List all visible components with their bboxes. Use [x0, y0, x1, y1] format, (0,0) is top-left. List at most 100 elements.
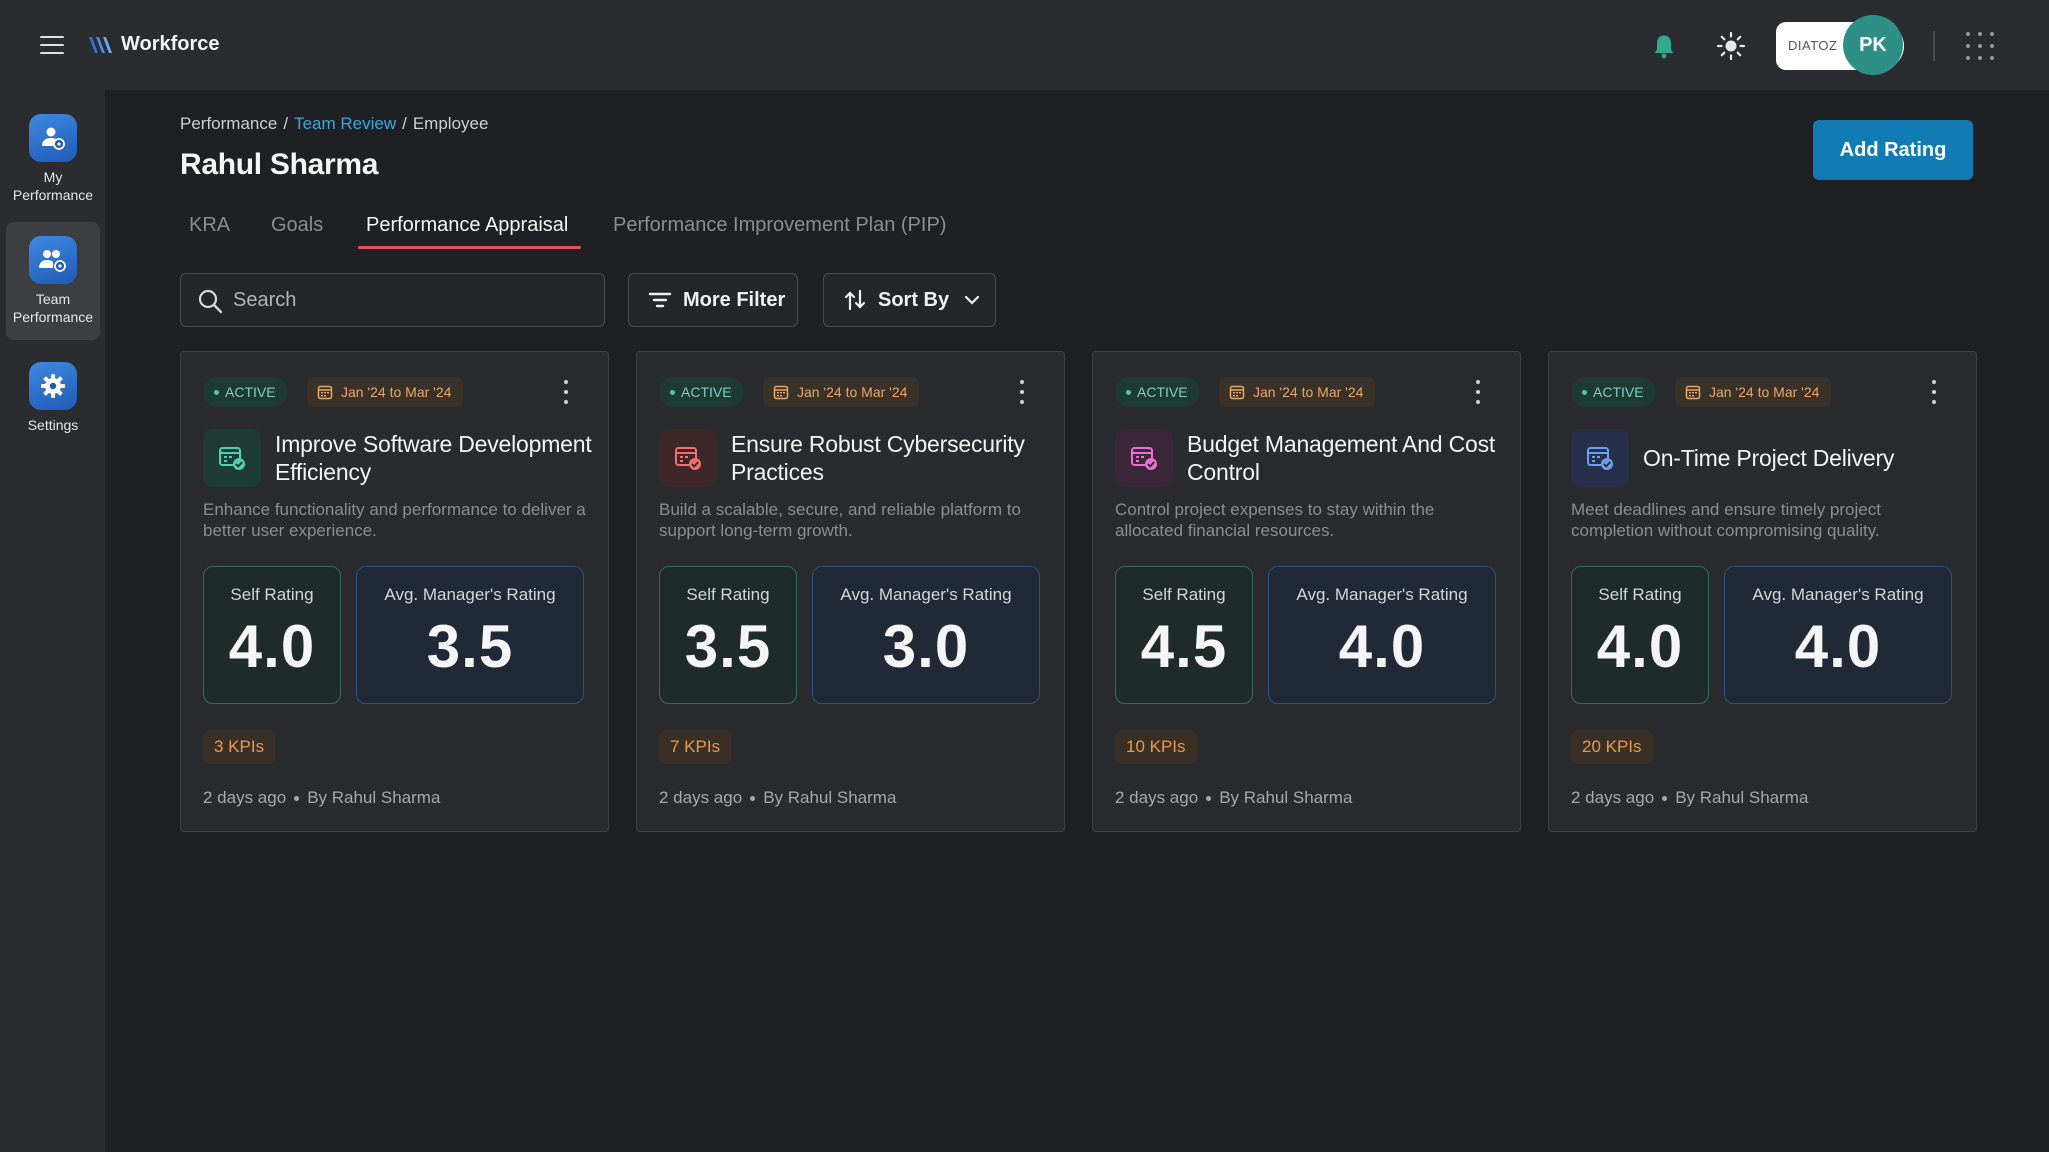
tab-kra[interactable]: KRA: [189, 214, 231, 236]
org-label: DIATOZ: [1788, 38, 1838, 53]
manager-rating-label: Avg. Manager's Rating: [384, 585, 556, 604]
goal-title[interactable]: Improve Software Development Efficiency: [275, 431, 592, 485]
self-rating-label: Self Rating: [230, 585, 314, 604]
breadcrumb-separator: /: [402, 114, 407, 133]
self-rating-label: Self Rating: [1142, 585, 1226, 604]
appraisal-card[interactable]: ACTIVE Jan '24 to Mar '24 Budget Managem…: [1092, 351, 1521, 832]
author: By Rahul Sharma: [763, 788, 897, 807]
meta-separator-dot: [294, 795, 300, 801]
updated-time: 2 days ago: [1115, 788, 1199, 807]
chevron-down-icon: [965, 295, 980, 305]
filter-icon: [648, 292, 672, 308]
hamburger-menu-icon[interactable]: [40, 36, 64, 54]
more-filter-label: More Filter: [683, 288, 786, 311]
self-rating-value: 4.5: [1140, 613, 1228, 680]
more-filter-button[interactable]: More Filter: [628, 273, 798, 327]
kpi-count-badge[interactable]: 10 KPIs: [1115, 730, 1197, 764]
more-options-icon[interactable]: [1474, 380, 1482, 404]
card-meta: 2 days ago By Rahul Sharma: [659, 788, 896, 808]
goal-description: Build a scalable, secure, and reliable p…: [659, 500, 1021, 540]
author: By Rahul Sharma: [307, 788, 441, 807]
more-options-icon[interactable]: [1930, 380, 1938, 404]
search-icon: [198, 289, 223, 314]
breadcrumb-team-review[interactable]: Team Review: [294, 114, 397, 133]
period-badge: Jan '24 to Mar '24: [307, 377, 464, 407]
manager-rating-box: Avg. Manager's Rating 3.0: [812, 566, 1040, 704]
self-rating-label: Self Rating: [1598, 585, 1682, 604]
status-badge: ACTIVE: [1115, 377, 1200, 407]
calendar-icon: [1685, 385, 1701, 400]
updated-time: 2 days ago: [659, 788, 743, 807]
sort-by-label: Sort By: [878, 288, 950, 311]
goal-title[interactable]: Ensure Robust Cybersecurity Practices: [731, 431, 1025, 485]
status-badge: ACTIVE: [203, 377, 288, 407]
self-rating-box: Self Rating 3.5: [659, 566, 797, 704]
apps-grid-icon[interactable]: [1966, 32, 1994, 60]
theme-toggle-sun-icon[interactable]: [1716, 31, 1746, 61]
breadcrumb-performance[interactable]: Performance: [180, 114, 278, 133]
self-rating-value: 4.0: [1596, 613, 1684, 680]
tab-goals[interactable]: Goals: [271, 214, 324, 236]
appraisal-card[interactable]: ACTIVE Jan '24 to Mar '24 Improve Softwa…: [180, 351, 609, 832]
app-name: Workforce: [121, 33, 220, 55]
more-options-icon[interactable]: [562, 380, 570, 404]
goal-description: Control project expenses to stay within …: [1115, 500, 1435, 540]
updated-time: 2 days ago: [1571, 788, 1655, 807]
kpi-count-badge[interactable]: 7 KPIs: [659, 730, 732, 764]
goal-icon: [203, 429, 261, 487]
meta-separator-dot: [1206, 795, 1212, 801]
updated-time: 2 days ago: [203, 788, 287, 807]
self-rating-value: 4.0: [228, 613, 316, 680]
author: By Rahul Sharma: [1219, 788, 1353, 807]
status-badge: ACTIVE: [659, 377, 744, 407]
manager-rating-box: Avg. Manager's Rating 4.0: [1268, 566, 1496, 704]
calendar-icon: [317, 385, 333, 400]
self-rating-label: Self Rating: [686, 585, 770, 604]
appraisal-card[interactable]: ACTIVE Jan '24 to Mar '24 Ensure Robust …: [636, 351, 1065, 832]
kpi-count-badge[interactable]: 3 KPIs: [203, 730, 276, 764]
sort-by-button[interactable]: Sort By: [823, 273, 996, 327]
team-performance-icon: [29, 236, 77, 284]
sidebar-label: Settings: [27, 417, 79, 433]
period-badge: Jan '24 to Mar '24: [763, 377, 920, 407]
manager-rating-label: Avg. Manager's Rating: [1752, 585, 1924, 604]
search-input[interactable]: [233, 284, 593, 316]
search-box[interactable]: [180, 273, 605, 327]
author: By Rahul Sharma: [1675, 788, 1809, 807]
manager-rating-value: 3.5: [426, 613, 514, 680]
goal-title[interactable]: On-Time Project Delivery: [1643, 445, 1895, 471]
sort-icon: [844, 289, 866, 311]
kpi-count-badge[interactable]: 20 KPIs: [1571, 730, 1653, 764]
page-title: Rahul Sharma: [180, 148, 379, 181]
tab-performance-appraisal[interactable]: Performance Appraisal: [366, 214, 569, 236]
bell-icon[interactable]: [1650, 32, 1678, 60]
self-rating-box: Self Rating 4.5: [1115, 566, 1253, 704]
goal-icon: [659, 429, 717, 487]
manager-rating-box: Avg. Manager's Rating 3.5: [356, 566, 584, 704]
add-rating-button[interactable]: Add Rating: [1813, 120, 1973, 180]
calendar-icon: [1229, 385, 1245, 400]
goal-title[interactable]: Budget Management And Cost Control: [1187, 431, 1496, 485]
meta-separator-dot: [750, 795, 756, 801]
goal-icon: [1115, 429, 1173, 487]
goal-description: Enhance functionality and performance to…: [203, 500, 586, 540]
topbar-divider: [1933, 31, 1935, 61]
sidebar-item-settings[interactable]: Settings: [6, 362, 100, 442]
sidebar-item-team-performance[interactable]: Team Performance: [6, 222, 100, 340]
sidebar-item-my-performance[interactable]: My Performance: [6, 114, 100, 206]
more-options-icon[interactable]: [1018, 380, 1026, 404]
calendar-icon: [773, 385, 789, 400]
tab-pip[interactable]: Performance Improvement Plan (PIP): [613, 214, 947, 236]
goal-description: Meet deadlines and ensure timely project…: [1571, 500, 1881, 540]
manager-rating-value: 4.0: [1338, 613, 1426, 680]
self-rating-box: Self Rating 4.0: [203, 566, 341, 704]
appraisal-card[interactable]: ACTIVE Jan '24 to Mar '24 On-Time Projec…: [1548, 351, 1977, 832]
manager-rating-label: Avg. Manager's Rating: [840, 585, 1012, 604]
user-avatar[interactable]: PK: [1843, 15, 1903, 75]
period-badge: Jan '24 to Mar '24: [1219, 377, 1376, 407]
self-rating-value: 3.5: [684, 613, 772, 680]
workforce-logo-icon: [89, 37, 112, 53]
manager-rating-value: 3.0: [882, 613, 970, 680]
my-performance-icon: [29, 114, 77, 162]
breadcrumb-employee: Employee: [412, 114, 489, 133]
